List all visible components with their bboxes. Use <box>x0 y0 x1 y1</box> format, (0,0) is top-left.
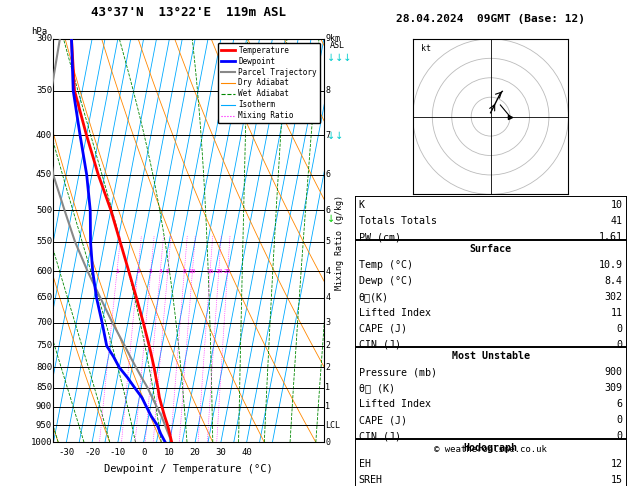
Text: 8: 8 <box>325 86 330 95</box>
Text: 302: 302 <box>604 292 623 302</box>
Text: Temp (°C): Temp (°C) <box>359 260 413 270</box>
Text: 900: 900 <box>36 402 52 412</box>
Text: 5: 5 <box>166 269 170 274</box>
Text: 4: 4 <box>325 267 330 276</box>
Text: 40: 40 <box>242 448 252 457</box>
Text: 16: 16 <box>206 269 214 274</box>
Text: 0: 0 <box>616 431 623 441</box>
Text: θᴇ (K): θᴇ (K) <box>359 383 394 393</box>
Text: 1: 1 <box>325 402 330 412</box>
Text: 10: 10 <box>611 200 623 210</box>
Text: 5: 5 <box>325 238 330 246</box>
Text: 15: 15 <box>611 475 623 485</box>
Text: ↓↓↓: ↓↓↓ <box>327 53 352 63</box>
Text: 1000: 1000 <box>31 438 52 447</box>
Text: 10: 10 <box>189 269 196 274</box>
Text: 4: 4 <box>325 294 330 302</box>
Text: 309: 309 <box>604 383 623 393</box>
Text: 650: 650 <box>36 294 52 302</box>
Text: 450: 450 <box>36 170 52 179</box>
Text: Hodograph: Hodograph <box>464 443 518 452</box>
Text: Lifted Index: Lifted Index <box>359 308 430 318</box>
Text: © weatheronline.co.uk: © weatheronline.co.uk <box>434 445 547 454</box>
Text: 12: 12 <box>611 459 623 469</box>
Text: 2: 2 <box>325 363 330 372</box>
Text: 1.61: 1.61 <box>599 232 623 243</box>
Text: 11: 11 <box>611 308 623 318</box>
Text: 300: 300 <box>36 35 52 43</box>
Text: 700: 700 <box>36 318 52 327</box>
Text: CAPE (J): CAPE (J) <box>359 415 406 425</box>
Text: Lifted Index: Lifted Index <box>359 399 430 409</box>
Text: 6: 6 <box>616 399 623 409</box>
Text: 1: 1 <box>115 269 119 274</box>
Text: -30: -30 <box>58 448 74 457</box>
Text: 1: 1 <box>325 383 330 392</box>
Text: 900: 900 <box>604 367 623 377</box>
Text: ASL: ASL <box>330 41 345 51</box>
Text: Dewpoint / Temperature (°C): Dewpoint / Temperature (°C) <box>104 465 273 474</box>
Text: kt: kt <box>421 44 431 52</box>
Text: 10: 10 <box>164 448 175 457</box>
Text: Pressure (mb): Pressure (mb) <box>359 367 437 377</box>
Text: 2: 2 <box>325 341 330 350</box>
Text: LCL: LCL <box>325 420 340 430</box>
Text: 6: 6 <box>325 206 330 214</box>
Text: ↓↓: ↓↓ <box>327 131 343 141</box>
Text: 8.4: 8.4 <box>604 276 623 286</box>
Text: EH: EH <box>359 459 370 469</box>
Text: θᴇ(K): θᴇ(K) <box>359 292 389 302</box>
Text: 500: 500 <box>36 206 52 214</box>
Text: 25: 25 <box>224 269 231 274</box>
Text: 2: 2 <box>136 269 140 274</box>
Text: Surface: Surface <box>470 243 511 254</box>
Text: -20: -20 <box>84 448 100 457</box>
Text: 41: 41 <box>611 216 623 226</box>
Text: Dewp (°C): Dewp (°C) <box>359 276 413 286</box>
Text: km: km <box>330 34 340 43</box>
Text: Totals Totals: Totals Totals <box>359 216 437 226</box>
Text: 350: 350 <box>36 86 52 95</box>
Text: 750: 750 <box>36 341 52 350</box>
Text: 0: 0 <box>616 324 623 334</box>
Text: 7: 7 <box>325 131 330 140</box>
Text: 30: 30 <box>216 448 226 457</box>
Text: 6: 6 <box>325 170 330 179</box>
Text: CAPE (J): CAPE (J) <box>359 324 406 334</box>
Text: 600: 600 <box>36 267 52 276</box>
Text: SREH: SREH <box>359 475 382 485</box>
Text: 4: 4 <box>159 269 162 274</box>
Text: 20: 20 <box>215 269 223 274</box>
Text: 0: 0 <box>141 448 147 457</box>
Text: 8: 8 <box>182 269 186 274</box>
Text: 850: 850 <box>36 383 52 392</box>
Text: 400: 400 <box>36 131 52 140</box>
Text: 43°37'N  13°22'E  119m ASL: 43°37'N 13°22'E 119m ASL <box>91 6 286 19</box>
Text: 3: 3 <box>325 318 330 327</box>
Text: -10: -10 <box>110 448 126 457</box>
Text: Most Unstable: Most Unstable <box>452 351 530 361</box>
Text: 20: 20 <box>190 448 201 457</box>
Text: Mixing Ratio (g/kg): Mixing Ratio (g/kg) <box>335 195 344 291</box>
Text: hPa: hPa <box>31 27 47 36</box>
Legend: Temperature, Dewpoint, Parcel Trajectory, Dry Adiabat, Wet Adiabat, Isotherm, Mi: Temperature, Dewpoint, Parcel Trajectory… <box>218 43 320 123</box>
Text: 950: 950 <box>36 420 52 430</box>
Text: CIN (J): CIN (J) <box>359 340 401 350</box>
Text: 9: 9 <box>325 35 330 43</box>
Text: ↓: ↓ <box>327 214 335 224</box>
Text: 3: 3 <box>149 269 153 274</box>
Text: CIN (J): CIN (J) <box>359 431 401 441</box>
Text: 0: 0 <box>325 438 330 447</box>
Text: 0: 0 <box>616 415 623 425</box>
Text: 0: 0 <box>616 340 623 350</box>
Text: 10.9: 10.9 <box>599 260 623 270</box>
Text: 28.04.2024  09GMT (Base: 12): 28.04.2024 09GMT (Base: 12) <box>396 14 585 24</box>
Text: 800: 800 <box>36 363 52 372</box>
Text: PW (cm): PW (cm) <box>359 232 401 243</box>
Text: K: K <box>359 200 365 210</box>
Text: 550: 550 <box>36 238 52 246</box>
